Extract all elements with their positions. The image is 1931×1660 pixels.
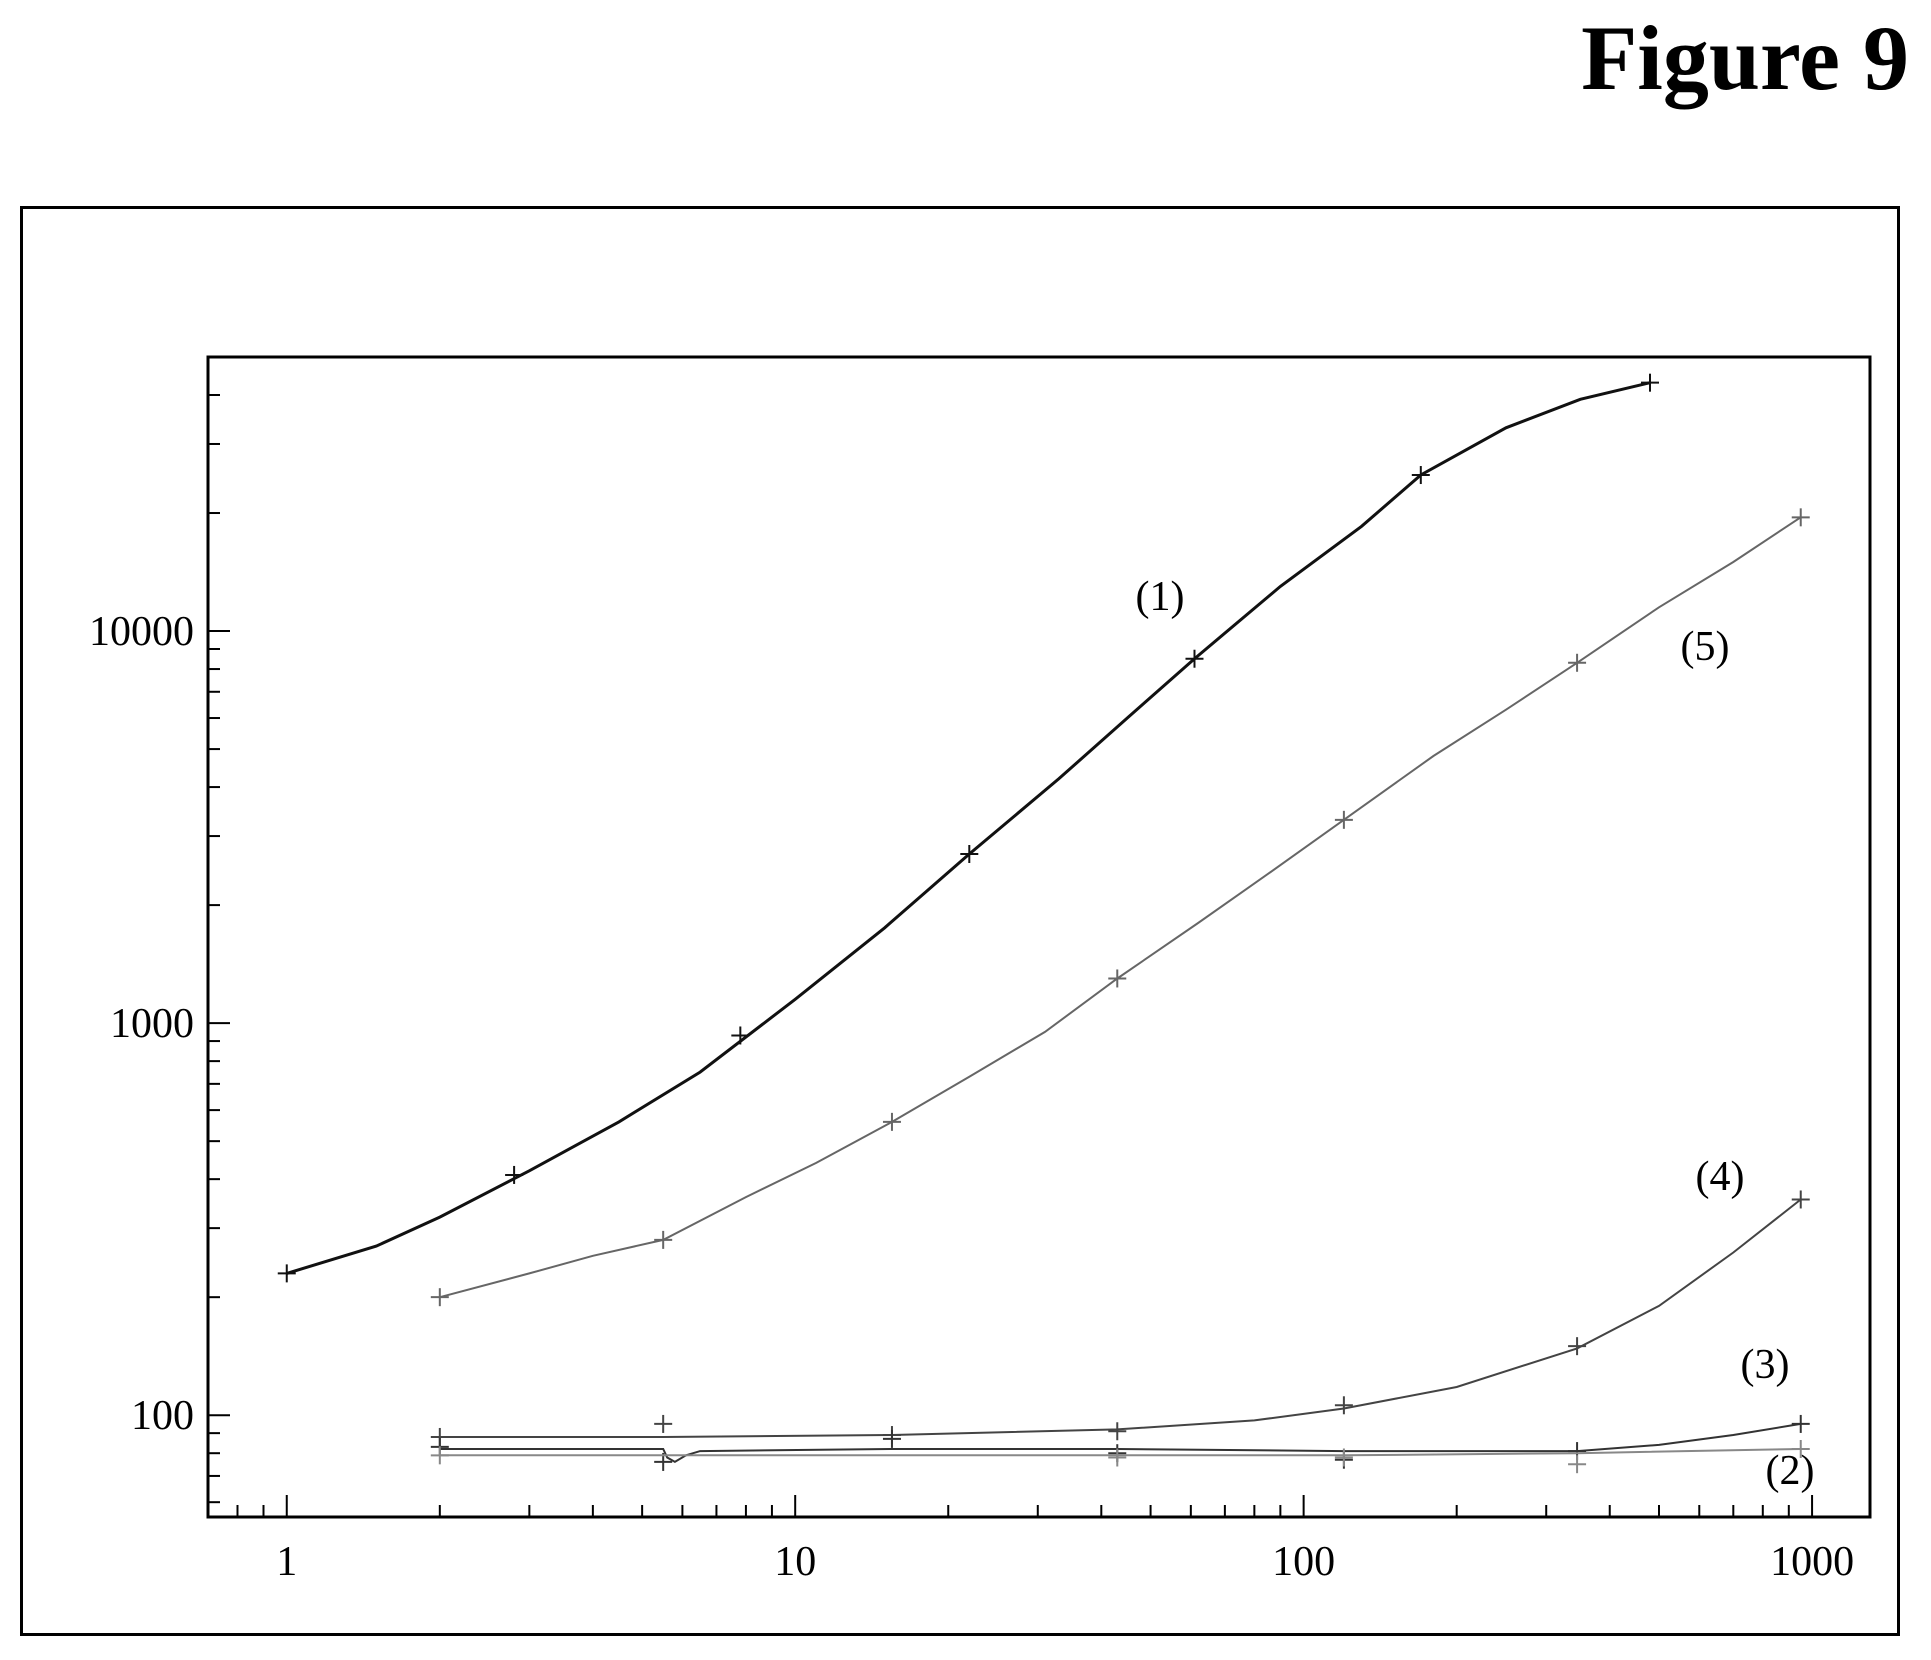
series-line <box>439 1198 1802 1438</box>
series-layer <box>277 373 1810 1474</box>
data-point-marker <box>882 1429 901 1448</box>
data-point-marker <box>1411 466 1430 485</box>
data-point-marker <box>277 1264 296 1283</box>
series-line <box>439 516 1802 1299</box>
figure-title: Figure 9 <box>1581 7 1909 109</box>
data-point-marker <box>430 1446 449 1465</box>
data-point-marker <box>1640 373 1659 392</box>
data-point-marker <box>731 1026 750 1045</box>
series-4 <box>430 1414 1810 1471</box>
axes: 1 10 100 1000 100 1000 10000 <box>89 356 1854 1585</box>
y-tick-label: 1000 <box>110 1001 194 1047</box>
x-tick-label: 1000 <box>1770 1539 1854 1585</box>
series-line <box>439 1422 1801 1464</box>
series-3 <box>430 1190 1810 1446</box>
series-label: (4) <box>1696 1154 1745 1200</box>
series-label: (3) <box>1741 1342 1790 1388</box>
data-point-marker <box>1791 508 1810 527</box>
series-label: (5) <box>1681 624 1730 670</box>
data-point-marker <box>960 844 979 863</box>
data-point-marker <box>1334 810 1353 829</box>
data-point-marker <box>1791 1190 1810 1209</box>
series-1 <box>277 373 1659 1283</box>
data-point-marker <box>1791 1414 1810 1433</box>
series-2 <box>430 508 1810 1307</box>
y-tick-label: 100 <box>131 1393 194 1439</box>
series-label: (2) <box>1766 1448 1815 1494</box>
plot-frame <box>206 355 1872 1519</box>
data-point-marker <box>1791 1439 1810 1458</box>
data-point-marker <box>505 1165 524 1184</box>
series-5 <box>430 1439 1810 1474</box>
data-point-marker <box>654 1230 673 1249</box>
y-tick-label: 10000 <box>89 609 194 655</box>
data-point-marker <box>1108 1422 1127 1441</box>
data-point-marker <box>1108 969 1127 988</box>
data-point-marker <box>654 1414 673 1433</box>
data-point-marker <box>1568 1455 1587 1474</box>
x-tick-label: 10 <box>774 1539 816 1585</box>
data-point-marker <box>1568 1337 1587 1356</box>
series-label: (1) <box>1136 574 1185 620</box>
data-point-marker <box>1568 653 1587 672</box>
series-line <box>286 381 1651 1275</box>
data-point-marker <box>1334 1396 1353 1415</box>
x-tick-label: 100 <box>1272 1539 1335 1585</box>
data-point-marker <box>430 1288 449 1307</box>
figure-frame <box>20 206 1900 1636</box>
data-point-marker <box>882 1112 901 1131</box>
x-tick-label: 1 <box>276 1539 297 1585</box>
data-point-marker <box>1185 649 1204 668</box>
series-labels: (1) (5) (4) (3) (2) <box>1136 574 1815 1494</box>
data-point-marker <box>1108 1448 1127 1467</box>
data-point-marker <box>1334 1448 1353 1467</box>
